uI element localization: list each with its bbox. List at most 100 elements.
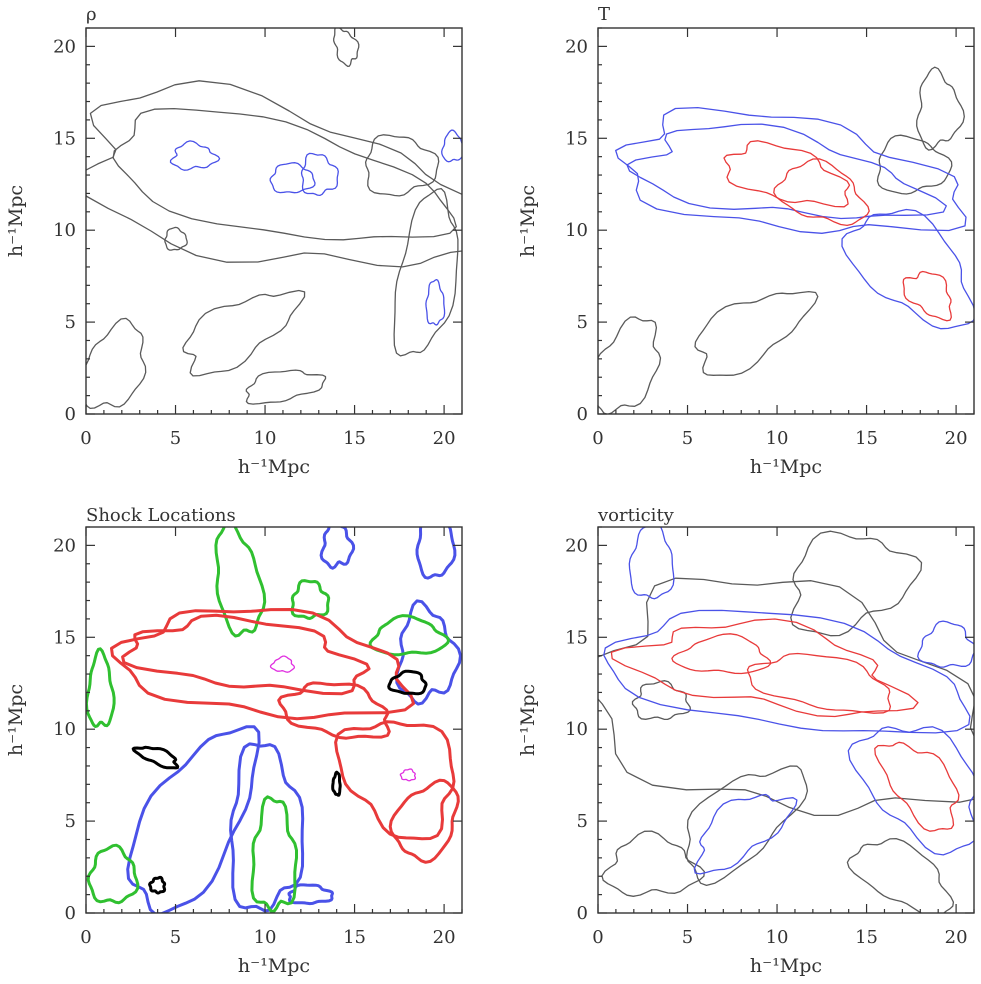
contour-layer [598, 66, 974, 414]
y-tick-label: 20 [53, 535, 76, 556]
plot-frame [597, 526, 975, 914]
x-axis-title: h⁻¹Mpc [750, 955, 822, 977]
axis-ticks: 0 5 10 15 20 0 5 10 15 20 [53, 526, 463, 948]
y-tick-label: 15 [53, 627, 76, 648]
contour-line [277, 681, 391, 740]
contour-line [334, 720, 456, 841]
y-tick-label: 0 [577, 404, 588, 425]
x-tick-label: 10 [766, 927, 789, 948]
contour-line [876, 134, 953, 195]
x-tick-label: 20 [433, 927, 456, 948]
contour-line [917, 620, 974, 668]
contour-layer [86, 28, 462, 410]
contour-line [110, 608, 415, 721]
x-tick-label: 10 [766, 428, 789, 449]
contour-line [131, 745, 180, 770]
panel-temperature: T 0 5 10 15 20 0 5 10 15 20 h⁻¹Mpc h⁻¹Mpc [517, 4, 975, 478]
x-tick-label: 5 [682, 428, 693, 449]
contour-line [773, 158, 870, 227]
x-tick-label: 5 [170, 428, 181, 449]
contour-line [112, 107, 457, 241]
x-tick-label: 10 [254, 927, 277, 948]
contour-line [214, 527, 267, 638]
contour-line [164, 226, 188, 251]
x-tick-label: 10 [254, 428, 277, 449]
contour-line [615, 106, 967, 234]
panel-title: vorticity [597, 505, 675, 526]
x-tick-label: 0 [592, 927, 603, 948]
y-tick-label: 5 [65, 312, 76, 333]
panel-density: ρ 0 5 10 15 20 0 5 10 15 20 h⁻¹Mpc h⁻¹Mpc [5, 4, 463, 478]
contour-line [415, 527, 457, 580]
contour-layer [598, 527, 974, 913]
contour-line [671, 633, 772, 675]
plot-frame [85, 27, 463, 415]
y-tick-label: 10 [53, 719, 76, 740]
contour-line [319, 527, 356, 570]
contour-line [685, 765, 809, 887]
x-tick-label: 0 [592, 428, 603, 449]
contour-line [387, 669, 428, 696]
contour-line [916, 66, 965, 151]
y-tick-label: 15 [53, 128, 76, 149]
contour-layer [86, 527, 462, 913]
y-tick-label: 15 [565, 128, 588, 149]
contour-line [126, 725, 261, 913]
contour-line [610, 618, 919, 718]
y-axis-title: h⁻¹Mpc [5, 684, 27, 756]
y-tick-label: 10 [53, 220, 76, 241]
contour-line [395, 599, 462, 706]
panel-vorticity: vorticity 0 5 10 15 20 0 5 10 15 20 h⁻¹Mpc h⁻¹Mpc [517, 505, 975, 977]
contour-line [847, 726, 974, 856]
x-tick-label: 20 [945, 428, 968, 449]
panel-title: T [598, 4, 610, 25]
contour-line [287, 883, 334, 906]
contour-line [300, 152, 339, 197]
contour-line [169, 140, 221, 171]
x-tick-label: 5 [170, 927, 181, 948]
y-tick-label: 20 [565, 535, 588, 556]
x-axis-title: h⁻¹Mpc [238, 456, 310, 478]
contour-line [229, 742, 305, 913]
contour-line [399, 768, 417, 782]
contour-line [846, 837, 955, 913]
contour-line [693, 793, 798, 875]
contour-line [86, 647, 116, 728]
contour-line [86, 317, 147, 410]
x-tick-label: 0 [80, 428, 91, 449]
contour-line [250, 795, 298, 913]
x-tick-label: 15 [855, 927, 878, 948]
contour-line [182, 289, 306, 377]
x-tick-label: 5 [682, 927, 693, 948]
y-tick-label: 20 [565, 36, 588, 57]
x-tick-label: 15 [343, 428, 366, 449]
contour-line [723, 140, 851, 208]
contour-line [331, 770, 342, 797]
y-tick-label: 5 [577, 312, 588, 333]
contour-line [245, 369, 327, 405]
x-tick-label: 15 [343, 927, 366, 948]
contour-line [333, 28, 360, 67]
contour-line [790, 530, 923, 637]
y-tick-label: 0 [65, 404, 76, 425]
contour-line [121, 613, 371, 696]
plot-frame [597, 27, 975, 415]
x-tick-label: 15 [855, 428, 878, 449]
y-tick-label: 5 [65, 811, 76, 832]
contour-line [364, 134, 440, 197]
axis-ticks: 0 5 10 15 20 0 5 10 15 20 [565, 27, 975, 449]
y-axis-title: h⁻¹Mpc [517, 185, 539, 257]
contour-line [628, 527, 675, 600]
contour-line [603, 609, 971, 734]
contour-line [269, 162, 316, 194]
contour-line [902, 270, 952, 322]
contour-line [148, 875, 167, 895]
panel-title: Shock Locations [86, 505, 236, 526]
contour-line [598, 316, 662, 414]
contour-line [631, 680, 692, 721]
x-axis-title: h⁻¹Mpc [238, 955, 310, 977]
plot-frame [85, 526, 463, 914]
contour-line [86, 80, 462, 268]
